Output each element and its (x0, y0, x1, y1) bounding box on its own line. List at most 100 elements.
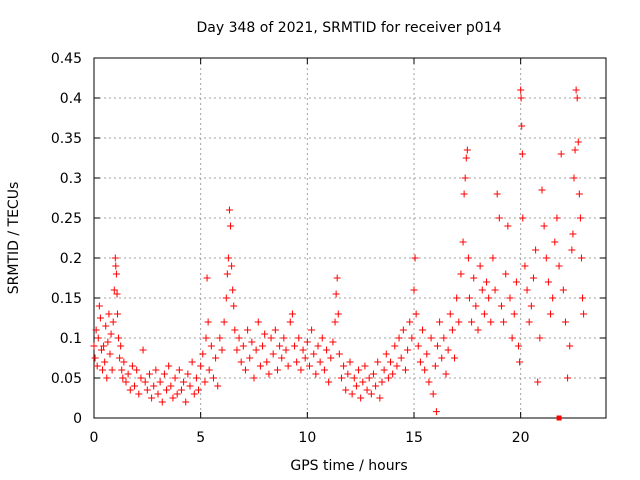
data-point (286, 318, 294, 326)
data-point (352, 382, 360, 390)
x-tick-label: 0 (90, 430, 99, 446)
data-point (412, 310, 420, 318)
data-point (156, 378, 164, 386)
data-point (518, 122, 526, 130)
data-point (391, 342, 399, 350)
data-point (111, 254, 119, 262)
y-tick-label: 0.15 (51, 291, 82, 307)
data-point (112, 270, 120, 278)
data-point (118, 366, 126, 374)
y-tick-label: 0.05 (51, 371, 82, 387)
data-point (395, 334, 403, 342)
data-point (564, 374, 572, 382)
data-point (525, 318, 533, 326)
x-tick-label: 15 (405, 430, 423, 446)
data-point (559, 286, 567, 294)
data-point (551, 238, 559, 246)
data-point (148, 394, 156, 402)
data-point (216, 334, 224, 342)
data-point (231, 326, 239, 334)
y-tick-label: 0 (73, 411, 82, 427)
data-point (487, 318, 495, 326)
data-point (374, 358, 382, 366)
data-point (399, 326, 407, 334)
data-point (378, 378, 386, 386)
data-point (359, 378, 367, 386)
data-point (401, 366, 409, 374)
data-point (440, 334, 448, 342)
data-point (228, 262, 236, 270)
data-point (544, 278, 552, 286)
data-point (246, 354, 254, 362)
data-point (93, 362, 101, 370)
data-point (448, 326, 456, 334)
data-point (459, 238, 467, 246)
data-point (325, 378, 333, 386)
data-point (188, 358, 196, 366)
data-point (163, 386, 171, 394)
data-point (276, 342, 284, 350)
data-point (433, 342, 441, 350)
y-tick-label: 0.2 (60, 251, 82, 267)
data-point (128, 362, 136, 370)
data-point (518, 150, 526, 158)
data-point (346, 358, 354, 366)
grid (94, 58, 606, 418)
data-point (218, 346, 226, 354)
data-point (423, 350, 431, 358)
data-point (457, 270, 465, 278)
data-point (561, 318, 569, 326)
data-point (411, 254, 419, 262)
data-point (173, 390, 181, 398)
data-point (145, 370, 153, 378)
data-point (259, 342, 267, 350)
data-point (116, 354, 124, 362)
y-tick-label: 0.1 (60, 331, 82, 347)
data-point (299, 346, 307, 354)
data-point (308, 326, 316, 334)
data-point (237, 358, 245, 366)
data-point (186, 382, 194, 390)
data-point (566, 342, 574, 350)
data-point (372, 382, 380, 390)
data-point (495, 214, 503, 222)
data-point (207, 342, 215, 350)
data-point (573, 94, 581, 102)
data-point (323, 346, 331, 354)
data-point (404, 346, 412, 354)
data-point (229, 286, 237, 294)
data-point (105, 310, 113, 318)
data-point (508, 334, 516, 342)
data-point (318, 334, 326, 342)
data-point (102, 322, 110, 330)
data-point (225, 206, 233, 214)
data-point (332, 290, 340, 298)
data-point (429, 390, 437, 398)
data-point (99, 366, 107, 374)
data-point (348, 390, 356, 398)
data-point (171, 374, 179, 382)
data-point (547, 310, 555, 318)
data-point (110, 286, 118, 294)
data-point (190, 390, 198, 398)
data-point (517, 94, 525, 102)
y-tick-label: 0.25 (51, 211, 82, 227)
data-point (444, 346, 452, 354)
data-point (133, 366, 141, 374)
data-point (365, 374, 373, 382)
data-point (337, 374, 345, 382)
data-point (222, 294, 230, 302)
data-point (478, 286, 486, 294)
data-point (91, 354, 99, 362)
data-point (361, 362, 369, 370)
data-point (180, 378, 188, 386)
data-point (327, 354, 335, 362)
data-point (175, 366, 183, 374)
data-point (414, 342, 422, 350)
data-point (483, 278, 491, 286)
data-point (574, 138, 582, 146)
data-point (406, 318, 414, 326)
data-point (504, 222, 512, 230)
data-point (432, 408, 440, 416)
